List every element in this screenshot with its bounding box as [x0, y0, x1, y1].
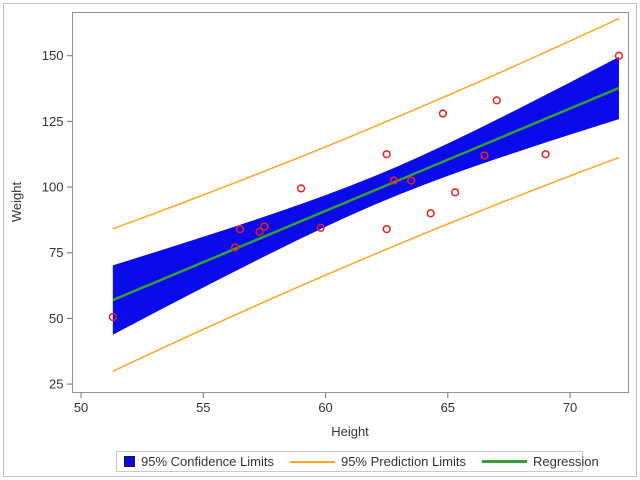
legend-label-regression: Regression [532, 454, 599, 469]
data-point [492, 96, 501, 105]
data-point [389, 176, 399, 185]
y-tick-label: 75 [49, 245, 63, 260]
legend-label-prediction: 95% Prediction Limits [340, 454, 466, 469]
x-tick-label: 65 [441, 400, 455, 415]
x-tick-label: 50 [74, 400, 88, 415]
x-tick-label: 70 [563, 400, 577, 415]
data-point [438, 109, 448, 118]
data-point [316, 223, 325, 232]
y-tick-label: 125 [42, 114, 64, 129]
chart-layer: 50 55 60 65 70 25 50 75 100 125 150 [42, 12, 629, 415]
data-point [260, 222, 269, 231]
legend-item-regression: Regression [481, 454, 599, 469]
prediction-limit-lower [112, 156, 620, 372]
data-point [426, 209, 435, 218]
data-point [382, 150, 391, 159]
x-axis-label: Height [331, 424, 369, 439]
x-tick-label: 60 [318, 400, 332, 415]
regression-line-swatch-icon [481, 460, 527, 463]
prediction-line-swatch-icon [289, 460, 335, 463]
data-point [296, 184, 306, 193]
regression-line [112, 86, 620, 302]
y-tick-label: 150 [42, 48, 64, 63]
confidence-band [112, 56, 619, 335]
data-point [230, 243, 240, 252]
data-point [480, 151, 489, 160]
data-point [235, 224, 245, 234]
prediction-limit-upper [112, 17, 620, 230]
data-point [382, 224, 391, 234]
data-point [406, 176, 416, 185]
data-point [255, 227, 264, 236]
y-tick-label: 50 [49, 311, 63, 326]
data-point [541, 150, 550, 159]
data-point [450, 188, 460, 197]
legend-item-prediction: 95% Prediction Limits [289, 454, 466, 469]
data-point [108, 312, 117, 322]
legend-item-confidence: 95% Confidence Limits [124, 454, 274, 469]
legend: 95% Confidence Limits 95% Prediction Lim… [116, 451, 599, 472]
x-tick-label: 55 [196, 400, 210, 415]
confidence-band-swatch-icon [124, 456, 135, 467]
y-tick-label: 100 [42, 180, 64, 195]
y-tick-label: 25 [49, 377, 63, 392]
data-point [614, 51, 624, 60]
plot-wall-border [72, 12, 629, 393]
legend-label-confidence: 95% Confidence Limits [141, 454, 274, 469]
y-axis-label: Weight [9, 182, 24, 223]
